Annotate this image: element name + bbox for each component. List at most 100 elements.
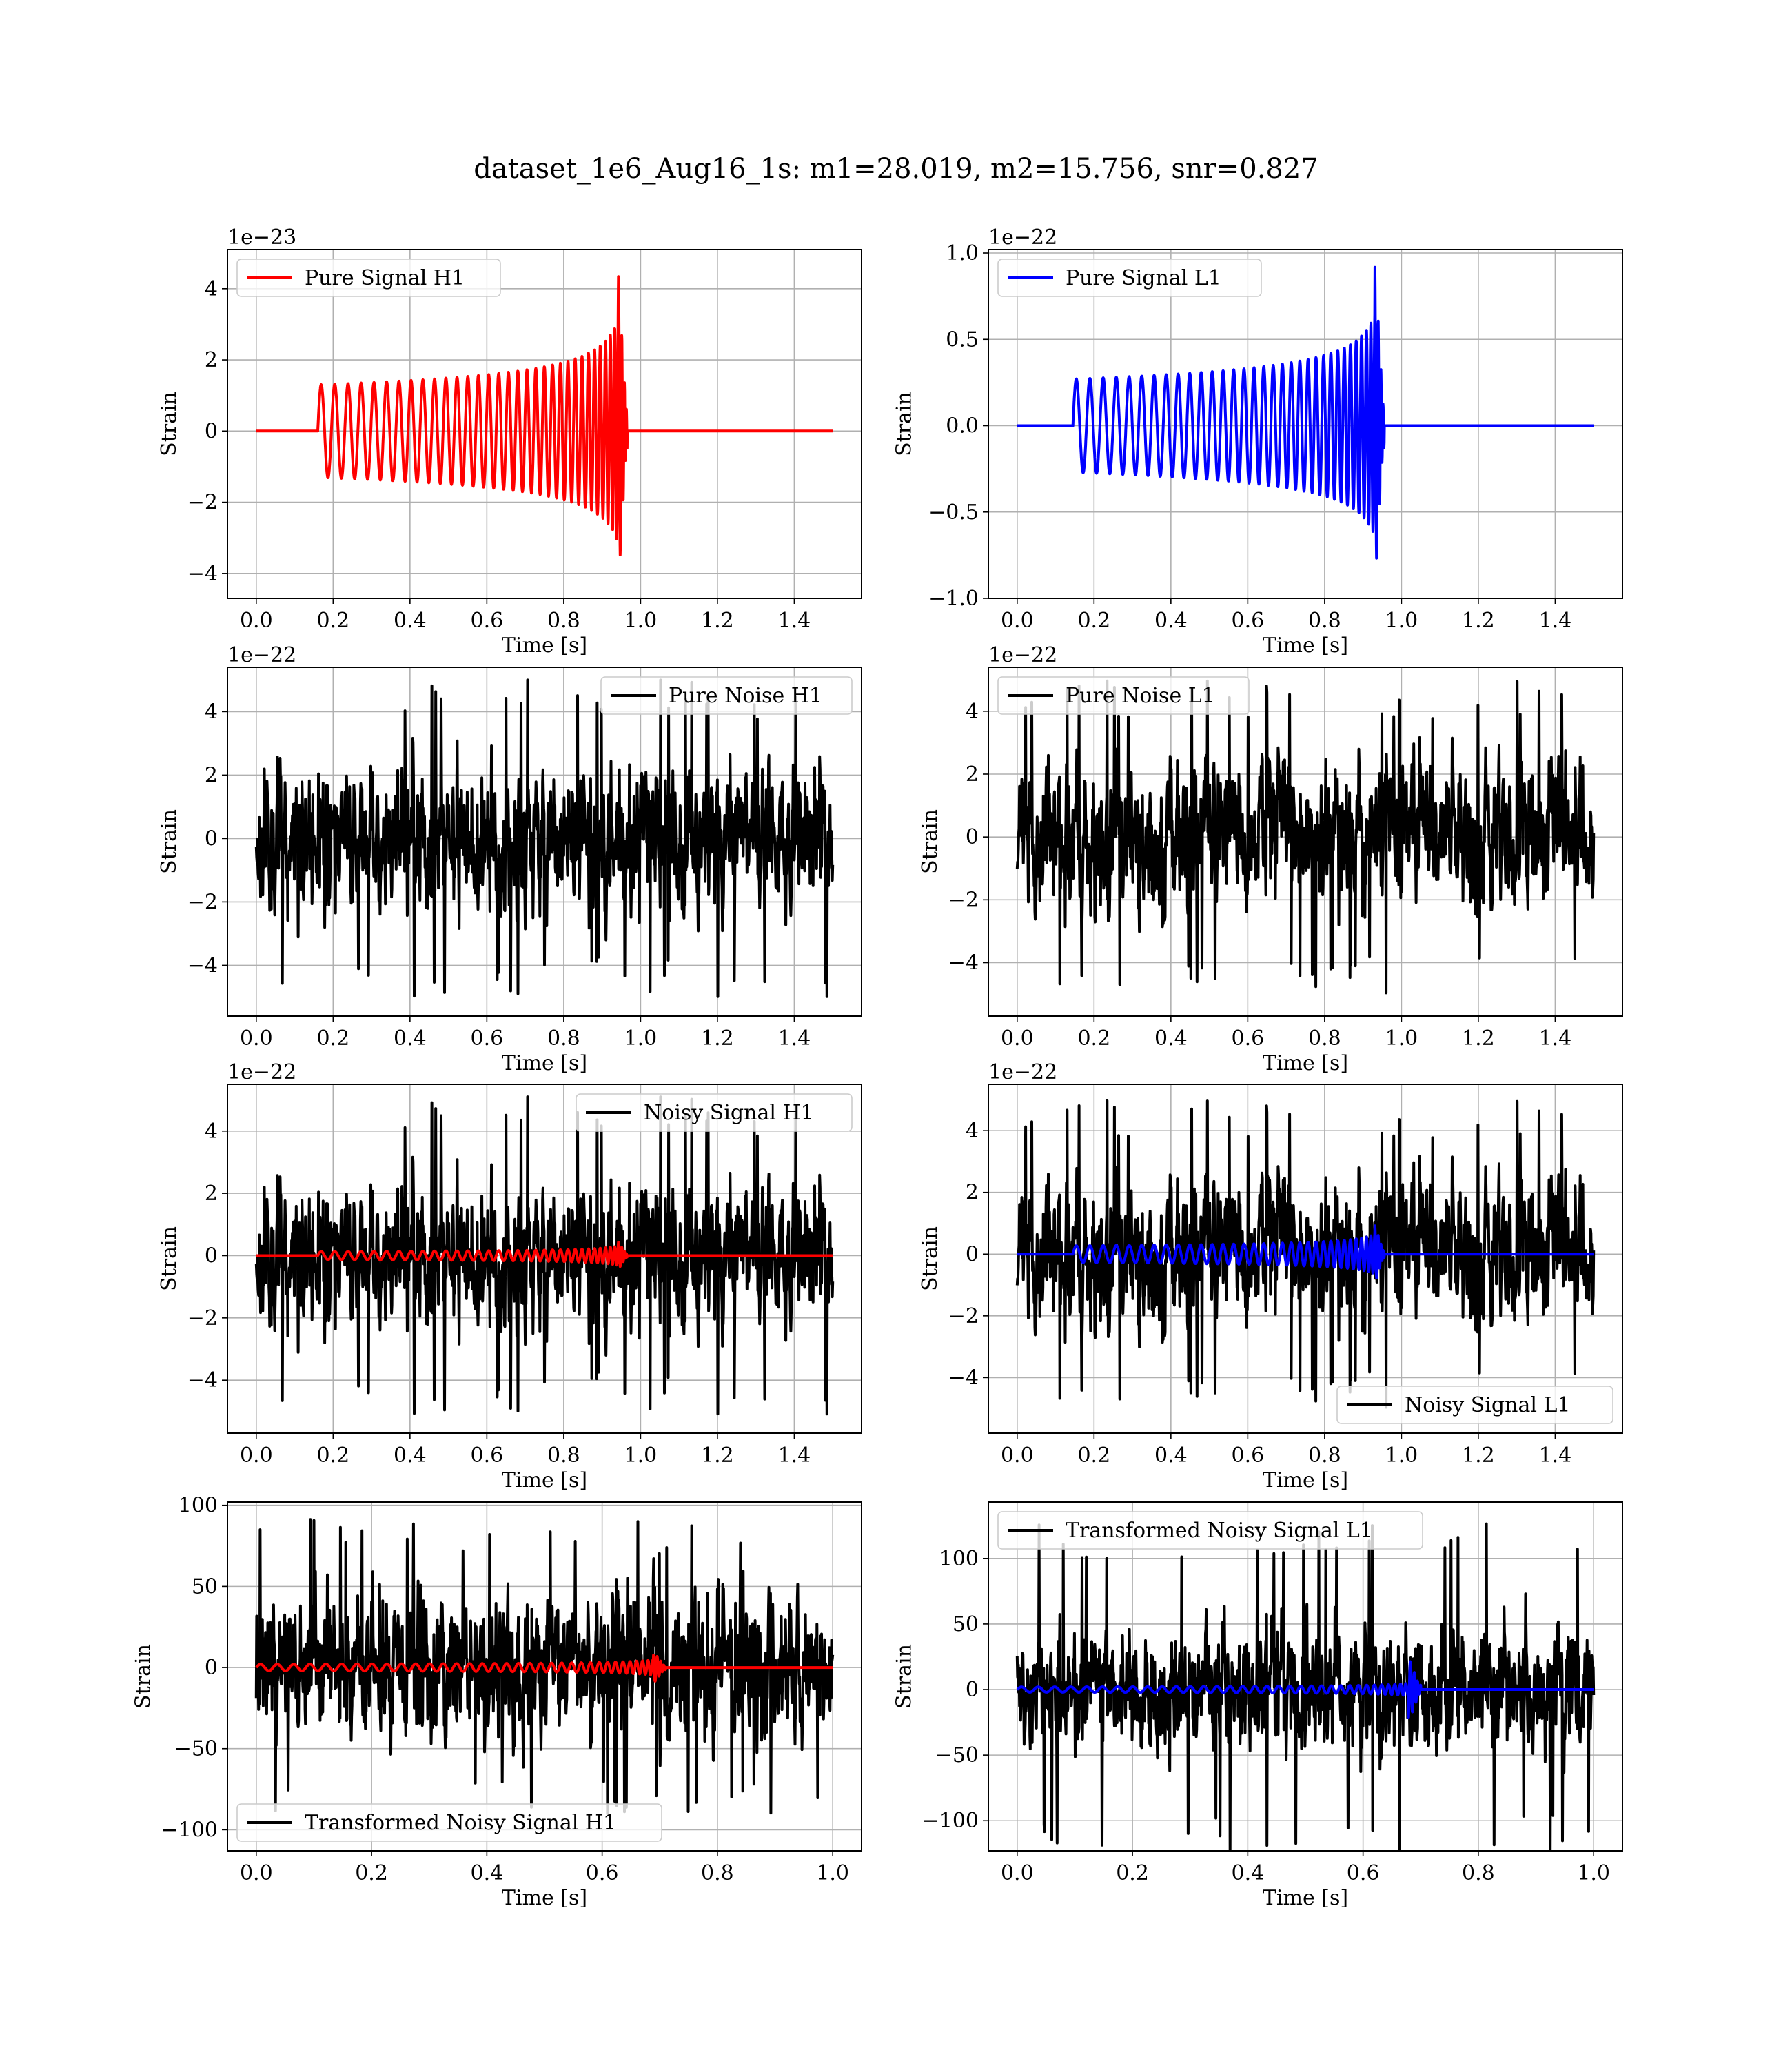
axis-offset-text: 1e−22 bbox=[227, 643, 296, 667]
y-tick-label: 50 bbox=[192, 1574, 218, 1599]
x-tick-label: 0.6 bbox=[471, 1443, 504, 1468]
legend-label: Pure Noise H1 bbox=[669, 684, 822, 708]
legend: Transformed Noisy Signal L1 bbox=[997, 1511, 1423, 1550]
x-tick-label: 0.0 bbox=[240, 1026, 273, 1051]
x-tick-label: 1.4 bbox=[1539, 1443, 1572, 1468]
x-tick-label: 0.8 bbox=[547, 1443, 580, 1468]
y-axis-label: Strain bbox=[893, 392, 917, 456]
x-tick-label: 1.2 bbox=[701, 1026, 734, 1051]
x-tick-label: 1.2 bbox=[701, 609, 734, 633]
x-axis-label: Time [s] bbox=[502, 1886, 587, 1910]
legend: Transformed Noisy Signal H1 bbox=[236, 1803, 662, 1842]
x-tick-label: 0.8 bbox=[547, 1026, 580, 1051]
series-line-1 bbox=[1015, 1099, 1596, 1409]
plot-frame bbox=[227, 249, 862, 599]
x-tick-label: 0.6 bbox=[586, 1861, 619, 1885]
x-tick-label: 0.2 bbox=[316, 1026, 349, 1051]
plot-frame bbox=[988, 1084, 1623, 1434]
series-line-2 bbox=[255, 1654, 834, 1683]
legend-box bbox=[236, 1803, 662, 1842]
x-tick-label: 1.2 bbox=[1462, 1026, 1495, 1051]
y-tick-label: −0.5 bbox=[928, 500, 979, 525]
x-tick-label: 0.4 bbox=[394, 1026, 427, 1051]
x-tick-label: 0.6 bbox=[1232, 609, 1265, 633]
series-line-1 bbox=[254, 678, 835, 998]
x-tick-label: 1.2 bbox=[1462, 1443, 1495, 1468]
x-tick-label: 0.8 bbox=[547, 609, 580, 633]
x-tick-label: 0.2 bbox=[316, 609, 349, 633]
y-tick-label: 50 bbox=[953, 1612, 979, 1636]
y-tick-label: 0.0 bbox=[946, 414, 979, 438]
y-tick-label: −2 bbox=[948, 888, 979, 912]
x-tick-label: 0.4 bbox=[1154, 609, 1188, 633]
y-axis-label: Strain bbox=[157, 1226, 181, 1291]
series-line-1 bbox=[1016, 265, 1595, 560]
y-tick-label: 2 bbox=[205, 1182, 218, 1206]
legend: Pure Signal H1 bbox=[236, 258, 501, 297]
x-tick-label: 0.2 bbox=[355, 1861, 388, 1885]
x-tick-label: 0.2 bbox=[1077, 609, 1110, 633]
axis-offset-text: 1e−22 bbox=[227, 1060, 296, 1084]
chart-pure-noise-l1: 0.0 0.2 0.4 0.6 0.8 1.0 1.2 1.4 −4 −2 0 2 4 Time [s] S… bbox=[918, 643, 1623, 1075]
y-tick-label: 2 bbox=[966, 1181, 979, 1205]
x-tick-label: 0.0 bbox=[1001, 1443, 1034, 1468]
x-tick-label: 0.8 bbox=[1462, 1861, 1495, 1885]
plot-frame bbox=[988, 249, 1623, 599]
x-tick-label: 0.4 bbox=[394, 609, 427, 633]
y-tick-label: 0 bbox=[205, 419, 218, 443]
y-tick-label: −2 bbox=[187, 1306, 218, 1330]
chart-transformed-noisy-signal-l1: 0.0 0.2 0.4 0.6 0.8 1.0 −100 −50 0 50 100 Time [s] S… bbox=[893, 1501, 1623, 1910]
legend: Noisy Signal L1 bbox=[1336, 1386, 1613, 1424]
plot-frame bbox=[227, 1084, 862, 1434]
series-line-2 bbox=[1016, 1660, 1595, 1719]
legend-label: Transformed Noisy Signal H1 bbox=[305, 1811, 616, 1835]
y-tick-label: 0 bbox=[205, 1244, 218, 1268]
y-tick-label: 4 bbox=[205, 277, 218, 301]
x-tick-label: 0.4 bbox=[1154, 1443, 1188, 1468]
legend-label: Pure Signal H1 bbox=[305, 266, 465, 290]
x-axis-label: Time [s] bbox=[1263, 1468, 1348, 1492]
series-line-1 bbox=[255, 275, 834, 557]
y-tick-label: −4 bbox=[187, 953, 218, 977]
y-tick-label: −2 bbox=[948, 1304, 979, 1328]
legend-label: Transformed Noisy Signal L1 bbox=[1066, 1519, 1373, 1543]
y-tick-label: 100 bbox=[179, 1494, 218, 1518]
plot-frame bbox=[988, 667, 1623, 1017]
legend: Pure Signal L1 bbox=[997, 258, 1262, 297]
x-tick-label: 1.0 bbox=[624, 1026, 658, 1051]
y-tick-label: 4 bbox=[966, 700, 979, 724]
x-tick-label: 0.0 bbox=[240, 609, 273, 633]
y-tick-label: 100 bbox=[939, 1547, 979, 1571]
y-tick-label: 4 bbox=[205, 1119, 218, 1144]
series-line-1 bbox=[1015, 1522, 1596, 1851]
y-axis-label: Strain bbox=[157, 809, 181, 874]
legend-label: Pure Signal L1 bbox=[1066, 266, 1221, 290]
chart-pure-signal-l1: 0.0 0.2 0.4 0.6 0.8 1.0 1.2 1.4 −1.0 −0.5 0.0 0.5 1.… bbox=[893, 225, 1623, 658]
series-line-2 bbox=[255, 1240, 834, 1268]
y-axis-label: Strain bbox=[157, 392, 181, 456]
series-line-1 bbox=[254, 1518, 835, 1816]
x-tick-label: 1.4 bbox=[1539, 609, 1572, 633]
y-tick-label: −4 bbox=[948, 1366, 979, 1390]
x-tick-label: 0.6 bbox=[1347, 1861, 1380, 1885]
y-tick-label: 2 bbox=[205, 348, 218, 372]
chart-pure-noise-h1: 0.0 0.2 0.4 0.6 0.8 1.0 1.2 1.4 −4 −2 0 2 4 Time [s] S… bbox=[157, 643, 862, 1075]
x-tick-label: 1.0 bbox=[624, 1443, 658, 1468]
legend-box bbox=[576, 1093, 853, 1132]
x-tick-label: 1.4 bbox=[778, 1443, 811, 1468]
legend-box bbox=[1336, 1386, 1613, 1424]
legend-label: Noisy Signal L1 bbox=[1405, 1393, 1570, 1417]
x-tick-label: 0.2 bbox=[1077, 1026, 1110, 1051]
x-tick-label: 1.0 bbox=[624, 609, 658, 633]
chart-pure-signal-h1: 0.0 0.2 0.4 0.6 0.8 1.0 1.2 1.4 −4 −2 0 2 4 Time [s] S… bbox=[157, 225, 862, 658]
figure-title: dataset_1e6_Aug16_1s: m1=28.019, m2=15.7… bbox=[474, 153, 1318, 185]
axis-offset-text: 1e−22 bbox=[988, 225, 1057, 250]
x-tick-label: 1.0 bbox=[1385, 1026, 1418, 1051]
x-tick-label: 0.4 bbox=[394, 1443, 427, 1468]
legend: Pure Noise L1 bbox=[997, 676, 1250, 715]
y-axis-label: Strain bbox=[918, 1226, 942, 1291]
y-tick-label: 0 bbox=[205, 1656, 218, 1680]
y-axis-label: Strain bbox=[918, 809, 942, 874]
legend-box bbox=[236, 258, 501, 297]
x-axis-label: Time [s] bbox=[1263, 1886, 1348, 1910]
